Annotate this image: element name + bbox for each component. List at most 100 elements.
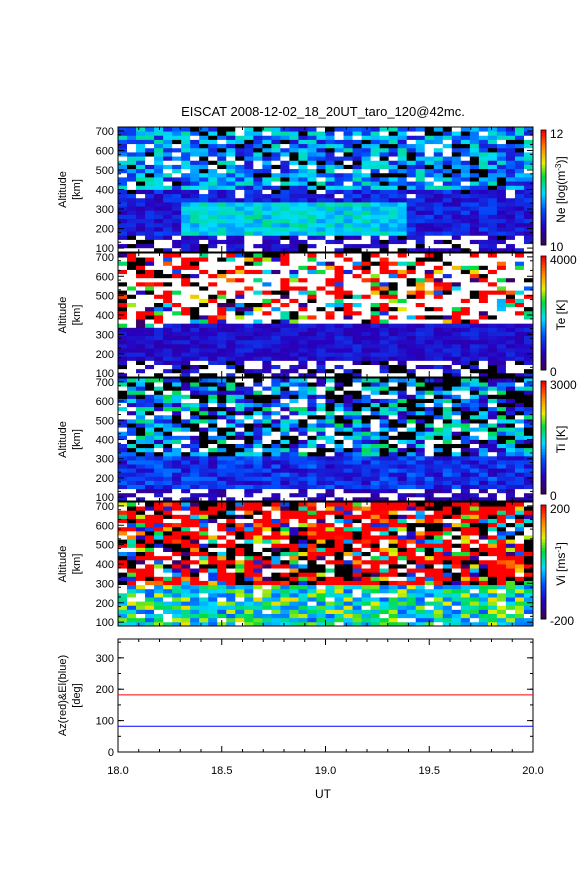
heatmap-cell xyxy=(478,247,489,253)
heatmap-cell xyxy=(172,197,182,203)
heatmap-cell xyxy=(235,394,245,399)
heatmap-cell xyxy=(172,551,182,557)
heatmap-cell xyxy=(469,386,480,391)
heatmap-cell xyxy=(316,390,326,395)
heatmap-cell xyxy=(514,286,525,291)
heatmap-cell xyxy=(127,172,137,178)
heatmap-cell xyxy=(163,193,173,199)
heatmap-cell xyxy=(478,172,489,178)
heatmap-cell xyxy=(181,588,191,594)
heatmap-cell xyxy=(352,202,362,207)
heatmap-cell xyxy=(505,476,516,481)
heatmap-cell xyxy=(226,480,236,485)
heatmap-cell xyxy=(199,210,209,215)
heatmap-cell xyxy=(334,410,344,416)
heatmap-cell xyxy=(343,127,353,132)
heatmap-cell xyxy=(379,460,390,465)
heatmap-cell xyxy=(451,368,462,374)
heatmap-cell xyxy=(397,447,408,453)
heatmap-cell xyxy=(298,484,308,490)
heatmap-cell xyxy=(199,152,209,157)
heatmap-cell xyxy=(460,394,471,399)
heatmap-cell xyxy=(442,273,453,279)
heatmap-cell xyxy=(451,257,462,262)
heatmap-cell xyxy=(316,135,326,140)
heatmap-cell xyxy=(253,185,263,190)
heatmap-cell xyxy=(397,127,408,132)
heatmap-cell xyxy=(388,390,399,395)
heatmap-cell xyxy=(172,181,182,186)
heatmap-cell xyxy=(415,210,426,215)
heatmap-cell xyxy=(460,152,471,157)
heatmap-cell xyxy=(181,555,191,561)
heatmap-cell xyxy=(397,243,408,249)
heatmap-cell xyxy=(415,214,426,220)
heatmap-cell xyxy=(514,185,525,190)
heatmap-cell xyxy=(217,164,227,170)
heatmap-cell xyxy=(415,331,426,337)
heatmap-cell xyxy=(334,290,344,295)
heatmap-cell xyxy=(289,247,299,253)
heatmap-cell xyxy=(442,492,453,498)
heatmap-cell xyxy=(370,310,381,316)
heatmap-cell xyxy=(208,447,218,453)
heatmap-cell xyxy=(226,181,236,186)
heatmap-cell xyxy=(469,156,480,161)
heatmap-cell xyxy=(172,143,182,149)
heatmap-cell xyxy=(127,310,137,316)
heatmap-cell xyxy=(136,339,146,345)
heatmap-cell xyxy=(163,592,173,598)
heatmap-cell xyxy=(271,227,281,232)
heatmap-cell xyxy=(208,390,218,395)
heatmap-cell xyxy=(118,518,128,524)
heatmap-cell xyxy=(478,202,489,207)
colorbar-segment xyxy=(541,141,546,145)
heatmap-cell xyxy=(154,372,164,378)
heatmap-cell xyxy=(514,464,525,469)
heatmap-cell xyxy=(172,286,182,291)
heatmap-cell xyxy=(181,514,191,519)
heatmap-cell xyxy=(136,257,146,262)
heatmap-cell xyxy=(514,451,525,457)
heatmap-cell xyxy=(127,257,137,262)
heatmap-cell xyxy=(307,152,317,157)
heatmap-cell xyxy=(388,172,399,178)
heatmap-cell xyxy=(451,356,462,361)
heatmap-cell xyxy=(334,257,344,262)
heatmap-cell xyxy=(118,372,128,378)
heatmap-cell xyxy=(523,468,534,473)
heatmap-cell xyxy=(271,398,281,403)
heatmap-cell xyxy=(460,298,471,303)
heatmap-cell xyxy=(181,231,191,236)
heatmap-cell xyxy=(370,372,381,378)
heatmap-cell xyxy=(388,147,399,153)
heatmap-cell xyxy=(118,460,128,465)
heatmap-cell xyxy=(514,435,525,440)
heatmap-cell xyxy=(262,496,272,502)
heatmap-cell xyxy=(154,419,164,424)
heatmap-cell xyxy=(424,214,435,220)
heatmap-cell xyxy=(190,386,200,391)
heatmap-cell xyxy=(496,168,507,174)
heatmap-cell xyxy=(154,193,164,199)
heatmap-cell xyxy=(397,306,408,312)
heatmap-cell xyxy=(460,455,471,461)
heatmap-cell xyxy=(496,243,507,249)
heatmap-cell xyxy=(172,277,182,283)
heatmap-cell xyxy=(433,265,444,270)
heatmap-cell xyxy=(190,419,200,424)
heatmap-cell xyxy=(226,382,236,387)
heatmap-cell xyxy=(460,147,471,153)
heatmap-cell xyxy=(379,360,390,365)
heatmap-cell xyxy=(145,168,155,174)
heatmap-cell xyxy=(145,177,155,182)
heatmap-cell xyxy=(325,464,335,469)
heatmap-cell xyxy=(280,156,290,161)
heatmap-cell xyxy=(352,294,362,299)
heatmap-cell xyxy=(262,331,272,337)
heatmap-cell xyxy=(316,468,326,473)
heatmap-cell xyxy=(496,368,507,374)
heatmap-cell xyxy=(424,427,435,432)
heatmap-cell xyxy=(442,227,453,232)
heatmap-cell xyxy=(226,597,236,602)
